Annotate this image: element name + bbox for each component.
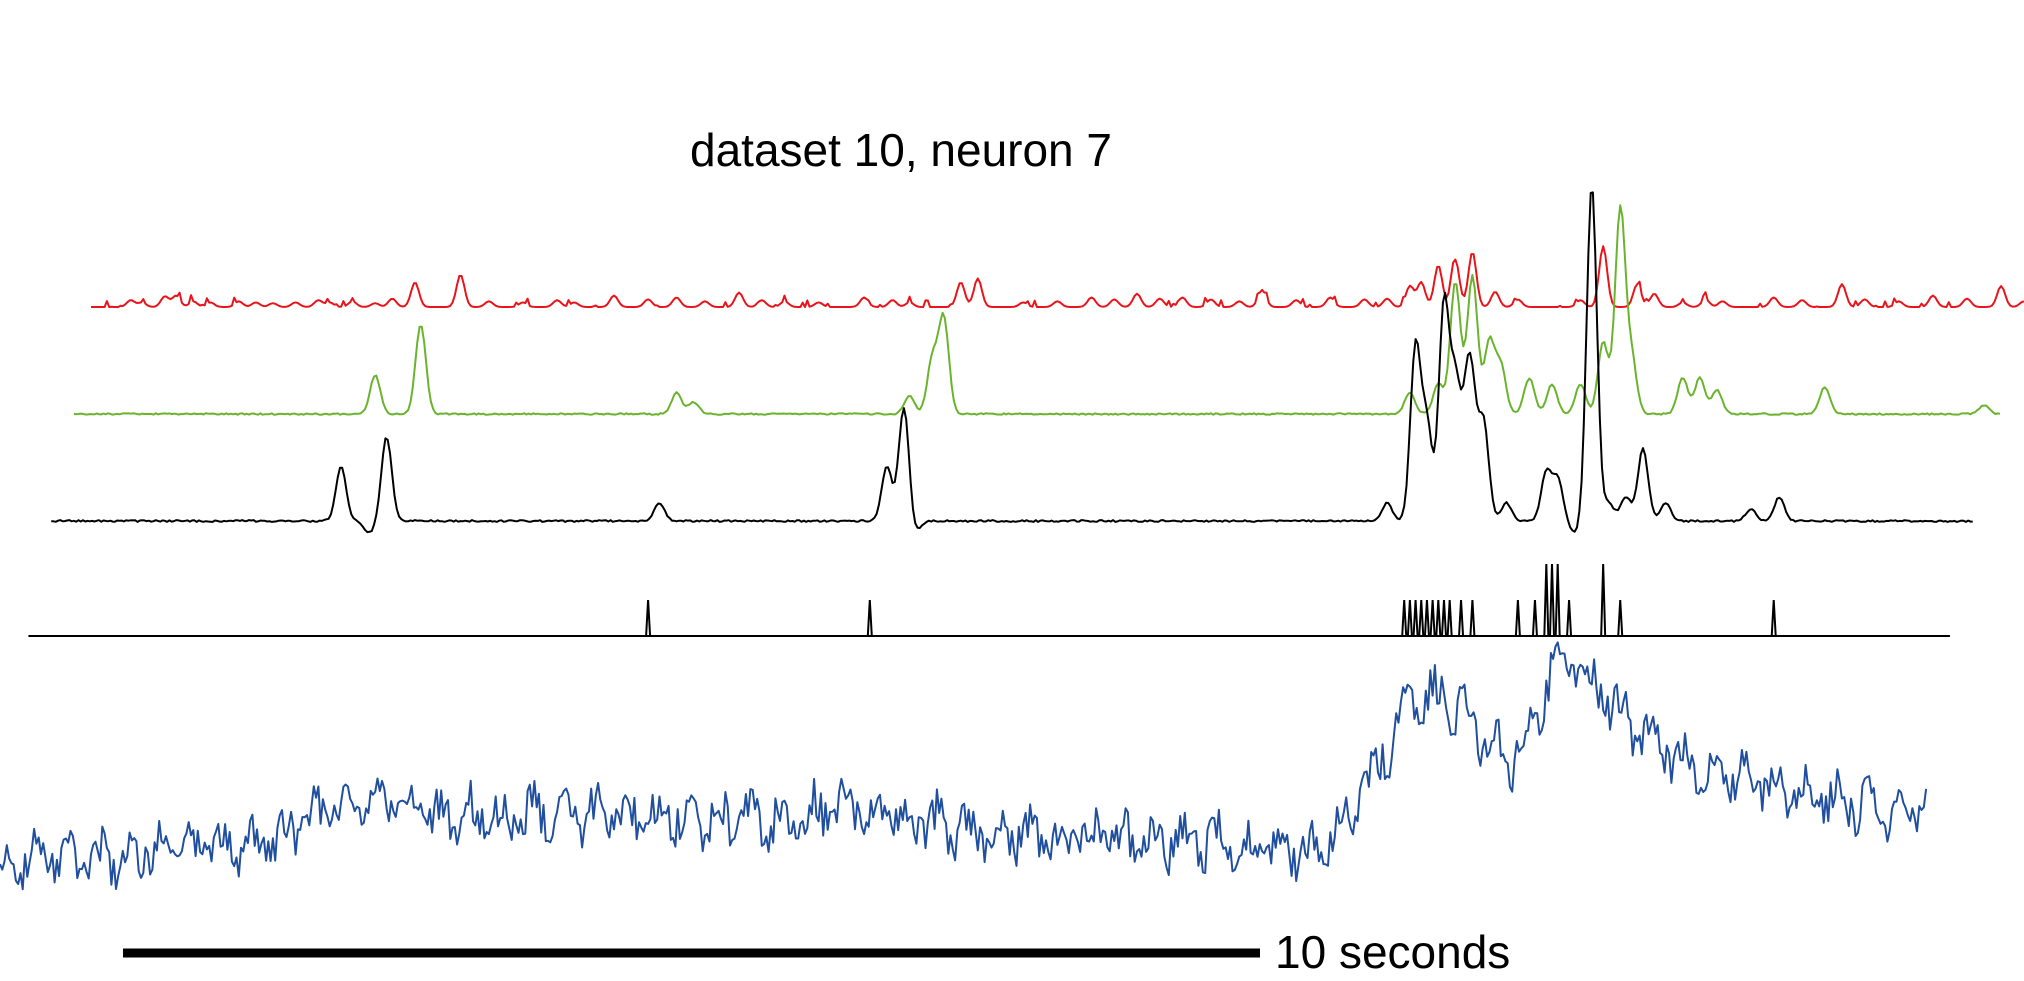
traces-group [0, 191, 2024, 891]
spike [1600, 563, 1607, 637]
spike [1406, 599, 1413, 637]
spike [1566, 599, 1573, 637]
spike [1543, 563, 1550, 637]
chart-title: dataset 10, neuron 7 [690, 124, 1112, 176]
spike [1617, 599, 1624, 637]
spike [645, 599, 652, 637]
spike [1770, 599, 1777, 637]
spike [866, 599, 873, 637]
spike [1469, 599, 1476, 637]
spike [1412, 599, 1419, 637]
spike [1514, 599, 1521, 637]
spike [1446, 599, 1453, 637]
series-line [73, 204, 2001, 416]
spike [1554, 563, 1561, 637]
spike [1418, 599, 1425, 637]
spike [1401, 599, 1408, 637]
fluorescence-trace [0, 641, 1928, 891]
spike [1549, 563, 1556, 637]
spike [1429, 599, 1436, 637]
scale-bar-label: 10 seconds [1275, 926, 1510, 978]
spike [1458, 599, 1465, 637]
spike [1423, 599, 1430, 637]
spike [1440, 599, 1447, 637]
spike [1435, 599, 1442, 637]
series-line [91, 245, 2024, 308]
series-line [51, 191, 1973, 534]
spike [1531, 599, 1538, 637]
